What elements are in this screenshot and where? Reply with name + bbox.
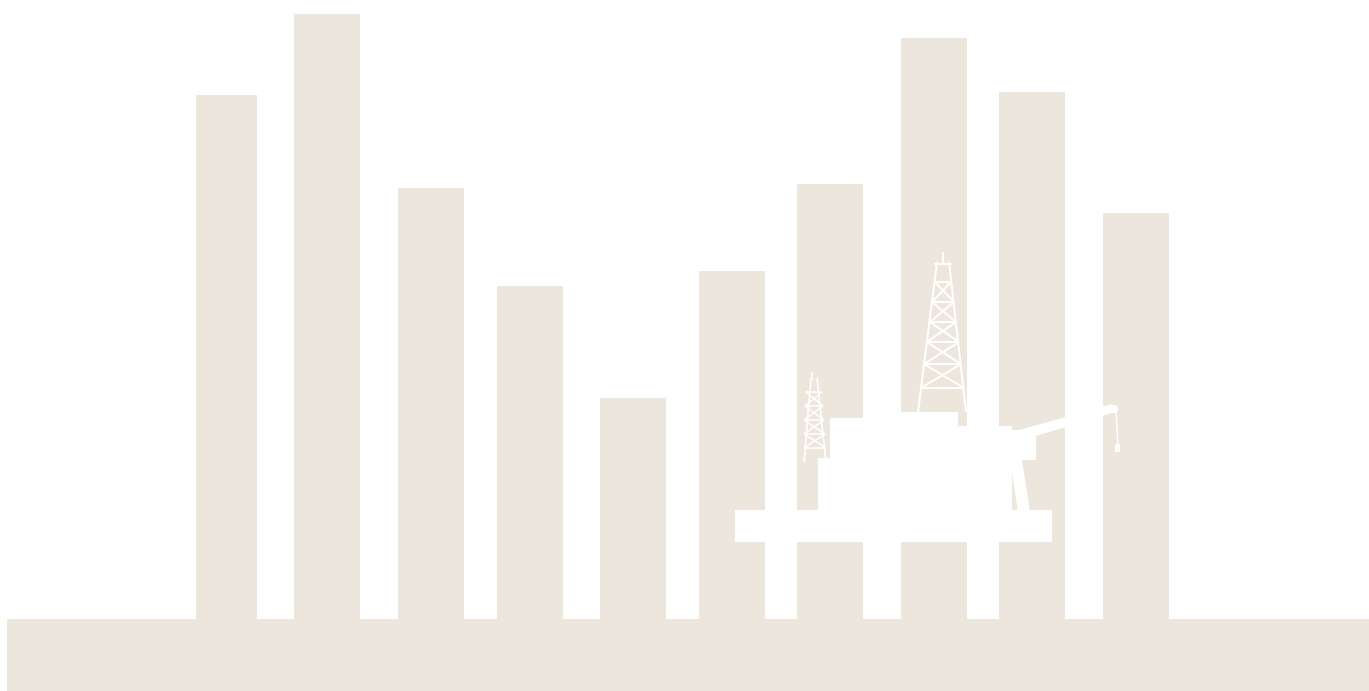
- skyline-bar: [797, 184, 863, 619]
- skyline-bar: [196, 95, 257, 619]
- skyline-bar: [600, 398, 666, 619]
- crane-icon: [1010, 404, 1120, 512]
- ground-band: [7, 619, 1369, 691]
- skyline-bar: [699, 271, 765, 619]
- oil-rig-icon: [735, 252, 1120, 542]
- skyline-bar: [398, 188, 464, 619]
- skyline-bar: [1103, 213, 1169, 619]
- tall-derrick-icon: [917, 252, 967, 483]
- skyline-bar: [294, 14, 360, 619]
- small-derrick-icon: [803, 372, 827, 463]
- skyline-bar: [497, 286, 563, 619]
